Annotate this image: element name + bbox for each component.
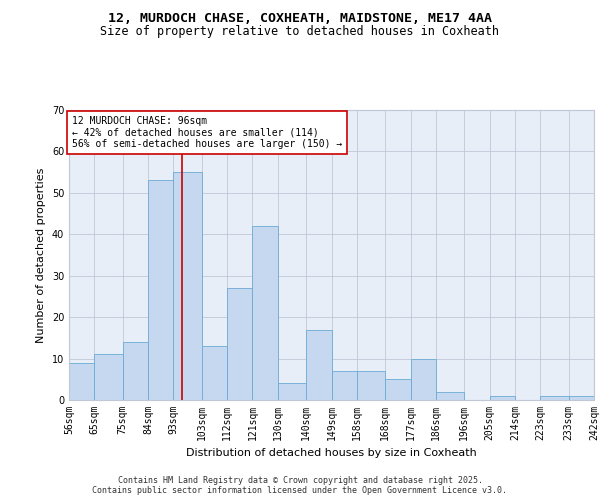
Bar — [202, 346, 227, 400]
Bar — [541, 396, 569, 400]
Bar — [569, 396, 594, 400]
Bar — [278, 384, 306, 400]
Bar — [227, 288, 253, 400]
Text: 12, MURDOCH CHASE, COXHEATH, MAIDSTONE, ME17 4AA: 12, MURDOCH CHASE, COXHEATH, MAIDSTONE, … — [108, 12, 492, 26]
Bar — [436, 392, 464, 400]
Text: Contains HM Land Registry data © Crown copyright and database right 2025.
Contai: Contains HM Land Registry data © Crown c… — [92, 476, 508, 495]
Bar — [122, 342, 148, 400]
X-axis label: Distribution of detached houses by size in Coxheath: Distribution of detached houses by size … — [186, 448, 477, 458]
Bar — [385, 380, 410, 400]
Bar — [490, 396, 515, 400]
Bar — [148, 180, 173, 400]
Text: 12 MURDOCH CHASE: 96sqm
← 42% of detached houses are smaller (114)
56% of semi-d: 12 MURDOCH CHASE: 96sqm ← 42% of detache… — [72, 116, 342, 150]
Text: Size of property relative to detached houses in Coxheath: Size of property relative to detached ho… — [101, 25, 499, 38]
Bar — [69, 362, 94, 400]
Bar — [253, 226, 278, 400]
Bar — [357, 371, 385, 400]
Bar — [410, 358, 436, 400]
Bar — [94, 354, 122, 400]
Y-axis label: Number of detached properties: Number of detached properties — [36, 168, 46, 342]
Bar — [173, 172, 202, 400]
Bar — [331, 371, 357, 400]
Bar — [306, 330, 331, 400]
